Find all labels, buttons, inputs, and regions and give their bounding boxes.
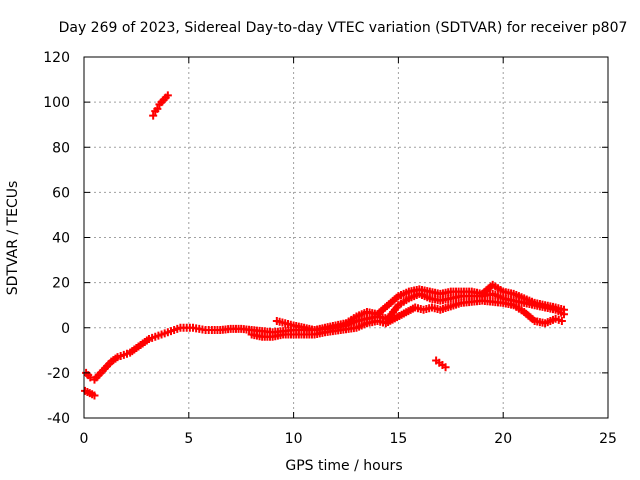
y-tick-label: 20 [52, 276, 70, 292]
grid [84, 57, 608, 418]
data-point [163, 91, 172, 100]
y-tick-label: -20 [47, 366, 70, 382]
series-early-outliers [81, 386, 99, 400]
y-axis-label: SDTVAR / TECUs [5, 181, 21, 296]
data-point [153, 104, 162, 113]
series-high-arc [149, 91, 172, 120]
x-tick-label: 10 [285, 431, 303, 447]
data-point [557, 316, 566, 325]
data-point [441, 363, 450, 372]
data-point [149, 111, 158, 120]
y-tick-label: -40 [47, 411, 70, 427]
y-axis: -40 -20 0 20 40 60 80 100 120 [43, 50, 608, 427]
y-tick-label: 0 [61, 321, 70, 337]
data-point [559, 305, 568, 314]
x-axis-label: GPS time / hours [285, 458, 402, 474]
x-tick-label: 5 [184, 431, 193, 447]
x-tick-label: 25 [599, 431, 617, 447]
data-series [81, 91, 568, 400]
y-tick-label: 100 [43, 95, 70, 111]
series-lower-band [247, 296, 566, 341]
y-tick-label: 80 [52, 140, 70, 156]
x-tick-label: 15 [389, 431, 407, 447]
y-tick-label: 60 [52, 185, 70, 201]
chart-title: Day 269 of 2023, Sidereal Day-to-day VTE… [59, 20, 628, 36]
x-tick-label: 20 [494, 431, 512, 447]
y-tick-label: 120 [43, 50, 70, 66]
data-point [90, 391, 99, 400]
series-upper-band [272, 280, 568, 335]
x-tick-label: 0 [80, 431, 89, 447]
x-axis: 0 5 10 15 20 25 [80, 57, 617, 447]
y-tick-label: 40 [52, 231, 70, 247]
series-dip-segment [432, 356, 450, 372]
